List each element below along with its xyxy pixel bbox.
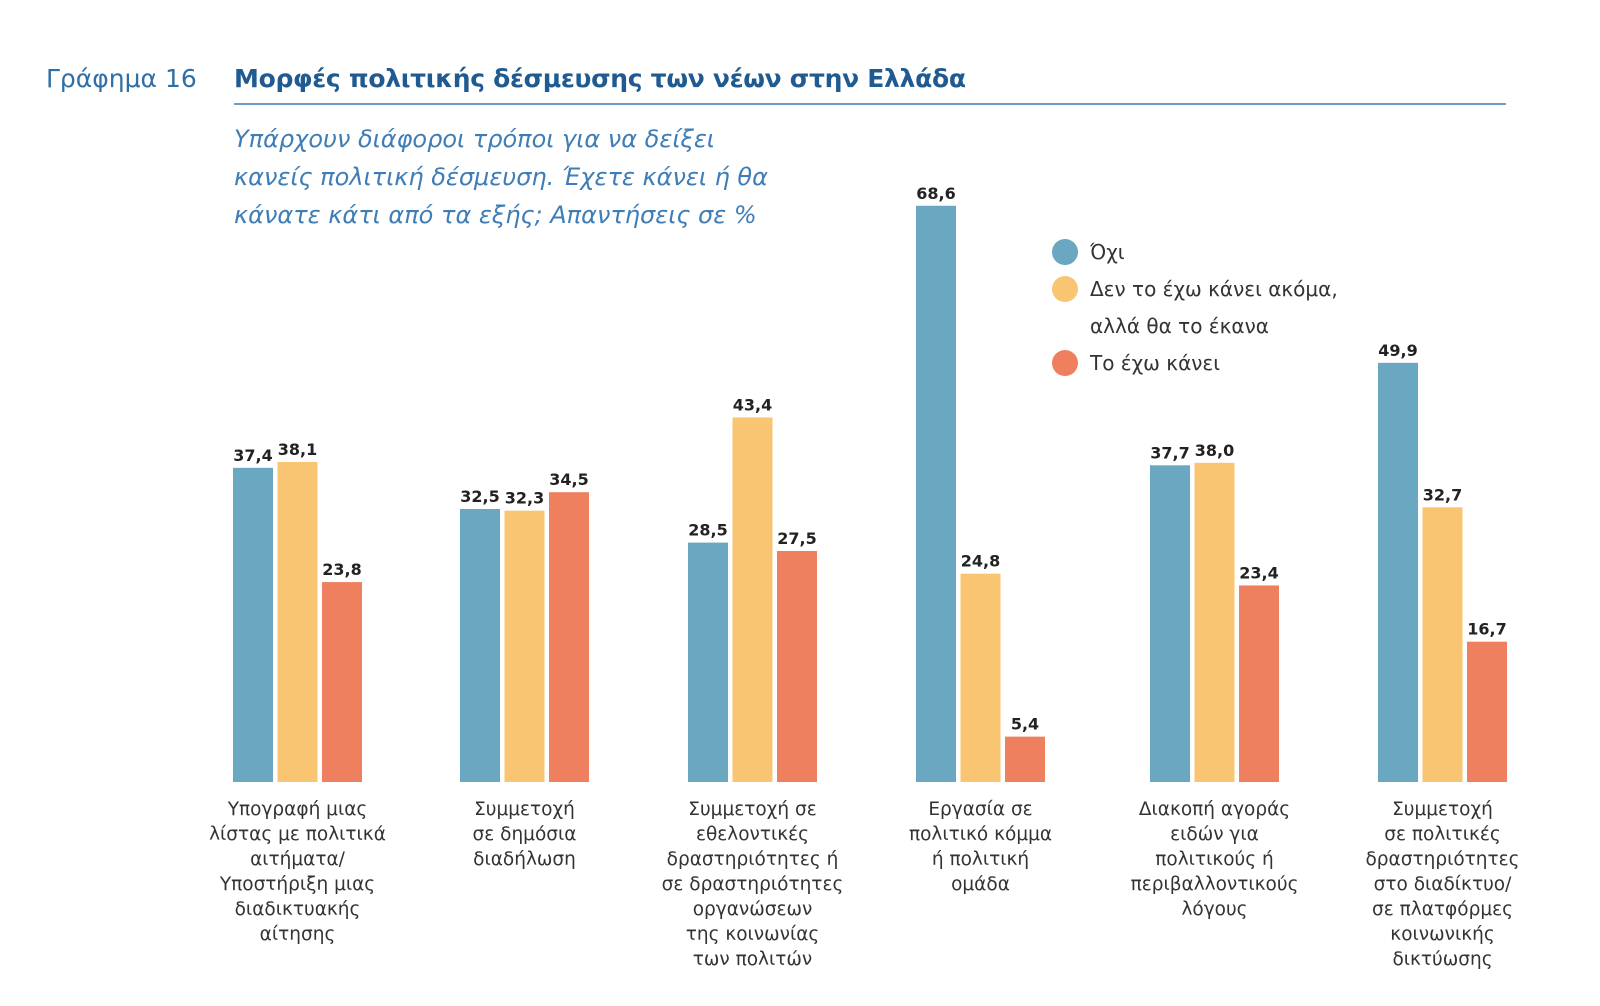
legend-item-no: Όχι	[1052, 234, 1380, 271]
category-label: Συμμετοχή σε εθελοντικές δραστηριότητες …	[661, 799, 844, 970]
legend-item-not-yet: Δεν το έχω κάνει ακόμα, αλλά θα το έκανα	[1052, 271, 1380, 345]
bar	[960, 573, 1001, 782]
bar-group: 68,6 24,8 5,4	[916, 184, 1045, 782]
bar	[460, 509, 500, 782]
data-label: 27,5	[777, 529, 816, 548]
legend-dot-icon	[1052, 239, 1078, 265]
bar	[233, 467, 273, 782]
bar	[1005, 736, 1045, 782]
data-label: 28,5	[688, 521, 727, 540]
bar	[549, 492, 589, 782]
data-label: 23,4	[1239, 563, 1278, 582]
title-divider	[234, 103, 1506, 105]
data-label: 38,0	[1195, 441, 1234, 460]
legend-label: Δεν το έχω κάνει ακόμα, αλλά θα το έκανα	[1090, 277, 1338, 338]
category-label: Συμμετοχή σε πολιτικές δραστηριότητες στ…	[1365, 799, 1520, 970]
legend-label: Το έχω κάνει	[1090, 351, 1220, 375]
bar-group: 37,7 38,0 23,4	[1150, 441, 1279, 782]
figure-number: Γράφημα 16	[46, 64, 197, 93]
bar	[322, 582, 362, 782]
data-label: 34,5	[549, 470, 588, 489]
data-label: 37,7	[1150, 443, 1189, 462]
data-label: 24,8	[961, 552, 1000, 571]
legend-label: Όχι	[1090, 240, 1125, 264]
bar	[1422, 507, 1463, 782]
bar	[1194, 462, 1235, 782]
data-label: 5,4	[1011, 715, 1039, 734]
legend: Όχι Δεν το έχω κάνει ακόμα, αλλά θα το έ…	[1052, 234, 1380, 382]
bar	[504, 510, 545, 782]
bar-group: 49,9 32,7 16,7	[1378, 341, 1507, 782]
data-label: 38,1	[278, 440, 317, 459]
bar	[277, 461, 318, 782]
category-label: Διακοπή αγοράς ειδών για πολιτικούς ή πε…	[1130, 799, 1299, 920]
bar	[1467, 641, 1507, 782]
data-label: 37,4	[233, 446, 272, 465]
legend-item-done: Το έχω κάνει	[1052, 345, 1380, 382]
chart-title: Μορφές πολιτικής δέσμευσης των νέων στην…	[234, 64, 966, 93]
bar-group: 32,5 32,3 34,5	[460, 470, 589, 782]
data-label: 43,4	[733, 395, 772, 414]
data-label: 32,5	[460, 487, 499, 506]
bar	[1150, 465, 1190, 782]
category-label: Εργασία σε πολιτικό κόμμα ή πολιτική ομά…	[908, 799, 1053, 895]
bar-group: 28,5 43,4 27,5	[688, 395, 817, 782]
chart-subtitle: Υπάρχουν διάφοροι τρόποι για να δείξει κ…	[234, 125, 768, 229]
bar	[732, 417, 773, 782]
bar	[1378, 362, 1418, 782]
bar	[688, 542, 728, 782]
category-label: Υπογραφή μιας λίστας με πολιτικά αιτήματ…	[209, 799, 386, 945]
data-label: 23,8	[322, 560, 361, 579]
data-label: 32,7	[1423, 485, 1462, 504]
data-label: 49,9	[1378, 341, 1417, 360]
bar	[916, 205, 956, 782]
bar	[777, 551, 817, 782]
bar	[1239, 585, 1279, 782]
category-label: Συμμετοχή σε δημόσια διαδήλωση	[472, 799, 577, 870]
data-label: 32,3	[505, 489, 544, 508]
bar-group: 37,4 38,1 23,8	[233, 440, 362, 782]
legend-dot-icon	[1052, 350, 1078, 376]
data-label: 16,7	[1467, 620, 1506, 639]
data-label: 68,6	[916, 184, 955, 203]
legend-dot-icon	[1052, 276, 1078, 302]
